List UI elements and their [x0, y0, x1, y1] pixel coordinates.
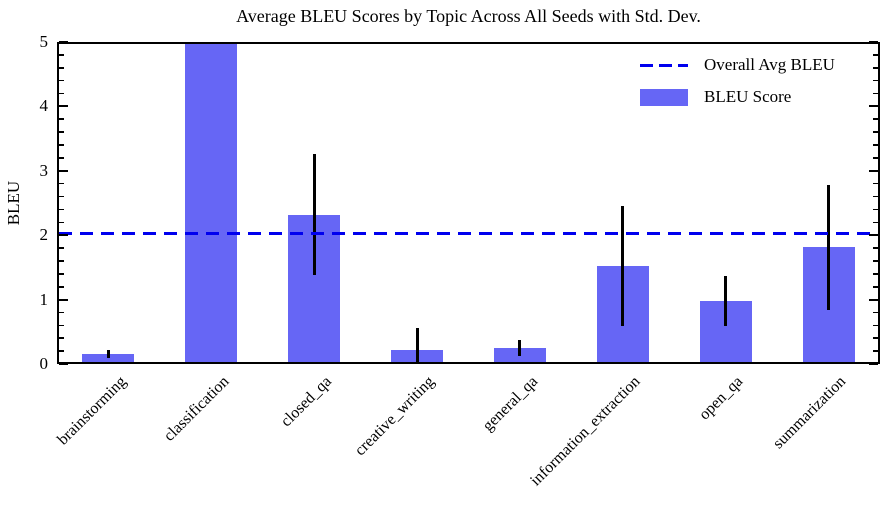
- y-major-tick: [59, 41, 68, 43]
- y-minor-tick: [59, 195, 64, 198]
- y-major-tick: [869, 41, 878, 43]
- y-minor-tick: [873, 54, 878, 56]
- bar-brainstorming: [82, 354, 135, 364]
- y-minor-tick: [873, 324, 878, 327]
- y-minor-tick: [59, 92, 64, 95]
- y-minor-tick: [873, 118, 878, 121]
- y-minor-tick: [873, 311, 878, 314]
- x-tick-label-brainstorming: brainstorming: [53, 373, 130, 449]
- y-minor-tick: [873, 79, 878, 82]
- y-minor-tick: [59, 260, 64, 262]
- legend-label: Overall Avg BLEU: [704, 55, 835, 74]
- y-minor-tick: [873, 273, 878, 275]
- y-minor-tick: [59, 285, 64, 288]
- error-bar-brainstorming: [106, 350, 110, 359]
- y-minor-tick: [59, 221, 64, 224]
- x-tick-label-classification: classification: [160, 373, 233, 445]
- y-minor-tick: [873, 144, 878, 146]
- y-tick-label: 3: [39, 160, 49, 180]
- x-tick-label-information_extraction: information_extraction: [527, 373, 644, 490]
- y-minor-tick: [59, 131, 64, 133]
- legend: Overall Avg BLEU BLEU Score: [640, 52, 880, 116]
- y-minor-tick: [873, 182, 878, 185]
- y-minor-tick: [873, 285, 878, 288]
- y-minor-tick: [873, 260, 878, 262]
- legend-item-bleu-score: BLEU Score: [640, 84, 880, 110]
- y-major-tick: [869, 298, 878, 301]
- x-tick-label-summarization: summarization: [770, 373, 850, 453]
- y-minor-tick: [873, 66, 878, 69]
- bar-classification: [185, 42, 238, 364]
- error-bar-creative_writing: [415, 327, 419, 364]
- y-minor-tick: [873, 195, 878, 198]
- y-minor-tick: [873, 92, 878, 95]
- y-minor-tick: [59, 144, 64, 146]
- y-minor-tick: [59, 79, 64, 82]
- y-minor-tick: [873, 157, 878, 159]
- y-major-tick: [59, 363, 68, 365]
- y-minor-tick: [59, 247, 64, 249]
- x-tick-label-open_qa: open_qa: [696, 373, 747, 424]
- chart-title: Average BLEU Scores by Topic Across All …: [236, 6, 701, 26]
- dashed-line-swatch-icon: [640, 63, 688, 67]
- y-minor-tick: [59, 337, 64, 340]
- y-minor-tick: [59, 157, 64, 159]
- y-minor-tick: [873, 208, 878, 211]
- y-minor-tick: [873, 221, 878, 224]
- y-minor-tick: [59, 66, 64, 69]
- x-tick-label-creative_writing: creative_writing: [351, 373, 439, 460]
- y-major-tick: [59, 298, 68, 301]
- error-bar-open_qa: [724, 275, 728, 326]
- y-major-tick: [59, 105, 68, 108]
- y-major-tick: [869, 105, 878, 108]
- error-bar-information_extraction: [621, 206, 625, 326]
- y-minor-tick: [59, 54, 64, 56]
- y-minor-tick: [59, 350, 64, 352]
- y-major-tick: [59, 234, 68, 237]
- x-tick-label-general_qa: general_qa: [479, 373, 541, 435]
- overall-avg-line: [59, 231, 878, 235]
- y-minor-tick: [873, 337, 878, 340]
- y-minor-tick: [873, 131, 878, 133]
- legend-label: BLEU Score: [704, 87, 792, 106]
- y-major-tick: [869, 234, 878, 237]
- bar-patch-swatch-icon: [640, 88, 688, 106]
- y-tick-label: 4: [39, 96, 49, 116]
- y-minor-tick: [59, 311, 64, 314]
- y-tick-label: 2: [39, 225, 49, 245]
- legend-item-overall-avg: Overall Avg BLEU: [640, 52, 880, 78]
- y-minor-tick: [873, 350, 878, 352]
- y-tick-label: 1: [39, 289, 49, 309]
- error-bar-summarization: [827, 184, 831, 310]
- y-major-tick: [869, 363, 878, 365]
- y-minor-tick: [59, 324, 64, 327]
- y-minor-tick: [59, 182, 64, 185]
- y-tick-label: 5: [39, 32, 49, 51]
- y-minor-tick: [873, 247, 878, 249]
- error-bar-closed_qa: [312, 154, 316, 276]
- y-minor-tick: [59, 273, 64, 275]
- y-major-tick: [869, 169, 878, 172]
- y-tick-label: 0: [39, 354, 49, 373]
- error-bar-general_qa: [518, 339, 522, 357]
- x-tick-label-closed_qa: closed_qa: [277, 373, 336, 431]
- y-major-tick: [59, 169, 68, 172]
- y-minor-tick: [59, 118, 64, 121]
- y-minor-tick: [59, 208, 64, 211]
